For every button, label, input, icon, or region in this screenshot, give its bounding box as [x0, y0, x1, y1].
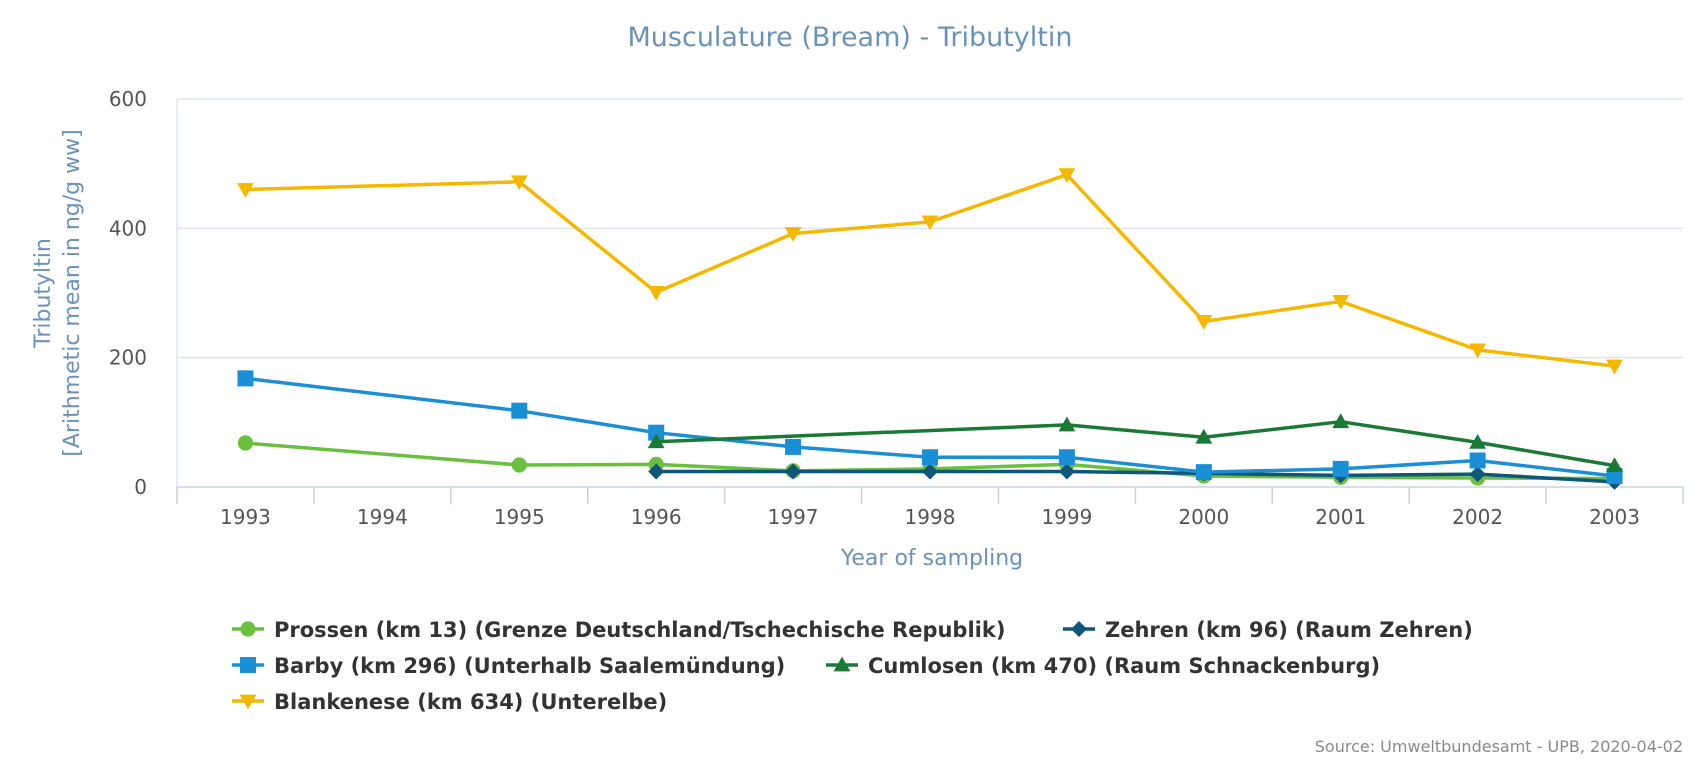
chart-title: Musculature (Bream) - Tributyltin [628, 22, 1073, 53]
x-tick-label: 1999 [1041, 505, 1092, 529]
x-tick-label: 2002 [1452, 505, 1503, 529]
data-point[interactable] [1195, 464, 1212, 481]
data-point[interactable] [1469, 466, 1486, 483]
series-layer [237, 168, 1623, 490]
data-point[interactable] [237, 370, 254, 387]
legend-symbol-marker [1071, 621, 1087, 637]
data-point[interactable] [647, 433, 665, 449]
y-axis-ticks: 0 200 400 600 [109, 87, 147, 499]
data-point[interactable] [1058, 416, 1076, 432]
data-point[interactable] [647, 285, 665, 301]
data-point[interactable] [1469, 452, 1486, 469]
data-point[interactable] [1469, 433, 1487, 449]
data-point[interactable] [785, 438, 802, 455]
legend-item[interactable]: Blankenese (km 634) (Unterelbe) [232, 690, 667, 714]
data-point[interactable] [1058, 168, 1076, 184]
data-point[interactable] [511, 402, 528, 419]
series-3 [237, 370, 1623, 485]
series-line[interactable] [656, 469, 1615, 484]
series-4 [647, 413, 1623, 473]
x-tick-label: 2003 [1589, 505, 1640, 529]
x-tick-label: 1997 [768, 505, 819, 529]
legend-symbol-marker [833, 656, 851, 672]
legend-item[interactable]: Prossen (km 13) (Grenze Deutschland/Tsch… [232, 618, 1005, 642]
y-tick-label: 600 [109, 87, 147, 111]
x-tick-label: 1996 [631, 505, 682, 529]
legend-label: Prossen (km 13) (Grenze Deutschland/Tsch… [274, 618, 1005, 642]
series-line[interactable] [245, 441, 1615, 481]
series-line[interactable] [245, 172, 1615, 368]
data-point[interactable] [1606, 457, 1623, 473]
series-5 [237, 168, 1623, 375]
y-axis-title-line-1: Tributyltin [31, 238, 56, 349]
legend-label: Zehren (km 96) (Raum Zehren) [1105, 618, 1473, 642]
legend-label: Blankenese (km 634) (Unterelbe) [274, 690, 667, 714]
data-point[interactable] [1058, 463, 1075, 480]
series-line[interactable] [656, 419, 1615, 468]
data-point[interactable] [922, 463, 938, 480]
y-tick-label: 400 [109, 216, 147, 240]
data-point[interactable] [510, 175, 528, 191]
legend-label: Barby (km 296) (Unterhalb Saalemündung) [274, 654, 785, 678]
data-point[interactable] [921, 215, 939, 231]
x-tick-label: 1994 [357, 505, 408, 529]
data-point[interactable] [784, 227, 802, 242]
legend-label: Cumlosen (km 470) (Raum Schnackenburg) [868, 654, 1380, 678]
data-point[interactable] [1195, 315, 1213, 330]
x-tick-label: 1998 [905, 505, 956, 529]
data-point[interactable] [922, 449, 938, 466]
y-tick-label: 0 [134, 475, 147, 499]
x-axis: 1993 1994 1995 1996 1997 1998 1999 2000 2001 2002… [176, 486, 1684, 529]
source-credit[interactable]: Source: Umweltbundesamt - UPB, 2020-04-0… [1315, 737, 1683, 756]
legend-symbol-marker [240, 657, 256, 673]
data-point[interactable] [648, 424, 665, 441]
x-tick-label: 2001 [1315, 505, 1366, 529]
data-point[interactable] [237, 183, 254, 198]
data-point[interactable] [1332, 460, 1349, 477]
y-axis-title-line-2: [Arithmetic mean in ng/g ww] [60, 129, 85, 456]
legend: Prossen (km 13) (Grenze Deutschland/Tsch… [232, 618, 1473, 714]
x-tick-label: 1993 [220, 505, 271, 529]
data-point[interactable] [1469, 343, 1487, 359]
legend-symbol-marker [240, 621, 256, 637]
data-point[interactable] [1058, 449, 1075, 466]
data-point[interactable] [785, 463, 802, 480]
data-point[interactable] [1332, 413, 1350, 429]
data-point[interactable] [1195, 428, 1213, 444]
x-tick-label: 1995 [494, 505, 545, 529]
y-tick-label: 200 [109, 346, 147, 370]
data-point[interactable] [511, 457, 527, 473]
data-point[interactable] [237, 435, 254, 451]
x-axis-title: Year of sampling [840, 546, 1023, 571]
series-line[interactable] [245, 376, 1615, 478]
legend-symbol-marker [239, 694, 257, 710]
legend-item[interactable]: Barby (km 296) (Unterhalb Saalemündung) [232, 654, 785, 678]
x-tick-label: 2000 [1178, 505, 1229, 529]
data-point[interactable] [648, 463, 665, 480]
legend-item[interactable]: Cumlosen (km 470) (Raum Schnackenburg) [826, 654, 1380, 678]
legend-item[interactable]: Zehren (km 96) (Raum Zehren) [1063, 618, 1473, 642]
data-point[interactable] [1606, 359, 1623, 375]
data-point[interactable] [1332, 295, 1350, 310]
